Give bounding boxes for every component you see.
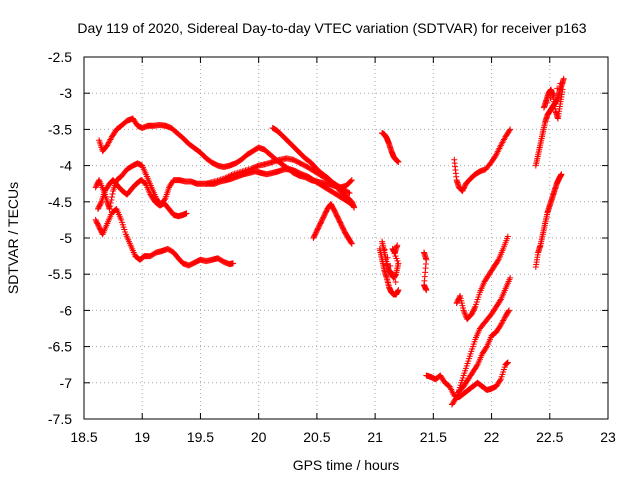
data-point — [497, 297, 504, 304]
data-point — [494, 257, 501, 264]
x-axis-title: GPS time / hours — [293, 457, 400, 473]
data-point — [97, 200, 104, 207]
x-tick-label: 21 — [367, 429, 383, 445]
data-point — [107, 200, 114, 207]
data-point — [504, 359, 511, 366]
y-tick-label: -4 — [60, 158, 73, 174]
grid — [84, 57, 608, 419]
data-point — [473, 362, 480, 369]
data-point — [230, 260, 237, 267]
data-point — [348, 177, 355, 184]
data-point — [109, 190, 116, 197]
x-tick-label: 20.5 — [303, 429, 330, 445]
data-point — [423, 287, 430, 294]
data-point — [483, 344, 490, 351]
data-point — [461, 310, 468, 317]
chart-title: Day 119 of 2020, Sidereal Day-to-day VTE… — [77, 20, 586, 36]
data-point — [395, 287, 402, 294]
data-point — [507, 274, 514, 281]
data-point — [183, 210, 190, 217]
x-axis: 18.5 19 19.5 20 20.5 21 21.5 22 22.5 23 — [70, 57, 616, 445]
y-tick-label: -4.5 — [48, 194, 72, 210]
data-point — [554, 85, 561, 92]
y-tick-label: -5.5 — [48, 266, 72, 282]
series-track-9 — [376, 238, 402, 298]
data-points — [92, 75, 567, 408]
series-track-7 — [310, 200, 355, 247]
data-point — [505, 308, 512, 315]
data-point — [558, 171, 565, 178]
series-track-17 — [532, 171, 565, 270]
series-track-11 — [423, 359, 511, 401]
series-track-6 — [203, 155, 353, 197]
x-tick-label: 20 — [251, 429, 267, 445]
data-point — [351, 204, 358, 211]
data-point — [462, 311, 469, 318]
data-point — [108, 193, 115, 200]
series-track-16 — [532, 75, 567, 169]
y-tick-label: -5 — [60, 230, 73, 246]
data-point — [559, 86, 566, 93]
data-point — [394, 242, 401, 249]
y-tick-label: -6 — [60, 302, 73, 318]
series-track-3 — [92, 206, 237, 269]
data-point — [471, 304, 478, 311]
data-point — [560, 75, 567, 82]
y-tick-label: -3 — [60, 85, 73, 101]
x-tick-label: 19.5 — [187, 429, 214, 445]
series-track-12 — [451, 126, 514, 194]
x-tick-label: 21.5 — [420, 429, 447, 445]
series-track-10 — [421, 249, 430, 294]
x-tick-label: 19 — [134, 429, 150, 445]
x-tick-label: 18.5 — [70, 429, 97, 445]
series-track-13 — [453, 233, 511, 323]
data-point — [507, 126, 514, 133]
data-point — [557, 80, 564, 87]
x-tick-label: 23 — [600, 429, 616, 445]
data-point — [348, 239, 355, 246]
data-point — [347, 178, 354, 185]
data-point — [106, 206, 113, 213]
data-point — [504, 233, 511, 240]
data-point — [506, 307, 513, 314]
data-point — [107, 203, 114, 210]
data-point — [392, 279, 399, 286]
series-track-15 — [455, 307, 513, 395]
x-tick-label: 22.5 — [536, 429, 563, 445]
data-point — [452, 395, 459, 402]
data-point — [461, 308, 468, 315]
y-axis-title: SDTVAR / TECUs — [5, 182, 21, 294]
y-tick-label: -3.5 — [48, 121, 72, 137]
y-tick-label: -7.5 — [48, 411, 72, 427]
data-point — [348, 240, 355, 247]
data-point — [460, 307, 467, 314]
series-track-4 — [94, 177, 190, 220]
data-point — [497, 377, 504, 384]
data-point — [108, 196, 115, 203]
y-tick-label: -2.5 — [48, 49, 72, 65]
data-point — [345, 189, 352, 196]
data-point — [506, 127, 513, 134]
data-point — [456, 294, 463, 301]
y-tick-label: -6.5 — [48, 339, 72, 355]
series-track-8 — [379, 130, 402, 165]
y-axis: -2.5 -3 -3.5 -4 -4.5 -5 -5.5 -6 -6.5 -7 -7.5 — [48, 49, 608, 427]
data-point — [395, 158, 402, 165]
series-track-14 — [448, 274, 514, 408]
data-point — [346, 190, 353, 197]
x-tick-label: 22 — [484, 429, 500, 445]
y-tick-label: -7 — [60, 375, 73, 391]
